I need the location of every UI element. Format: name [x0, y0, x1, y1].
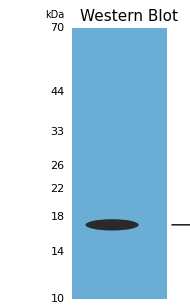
Text: 44: 44 — [50, 87, 65, 97]
Text: 18: 18 — [51, 212, 65, 222]
Text: 26: 26 — [51, 161, 65, 171]
Text: 33: 33 — [51, 128, 65, 137]
Bar — [72, 28, 167, 299]
Text: Western Blot: Western Blot — [80, 9, 178, 24]
Text: 14: 14 — [51, 247, 65, 257]
Text: 22: 22 — [50, 184, 65, 194]
Text: 70: 70 — [51, 23, 65, 33]
Ellipse shape — [86, 219, 139, 230]
Text: kDa: kDa — [45, 10, 65, 20]
Text: 10: 10 — [51, 294, 65, 304]
